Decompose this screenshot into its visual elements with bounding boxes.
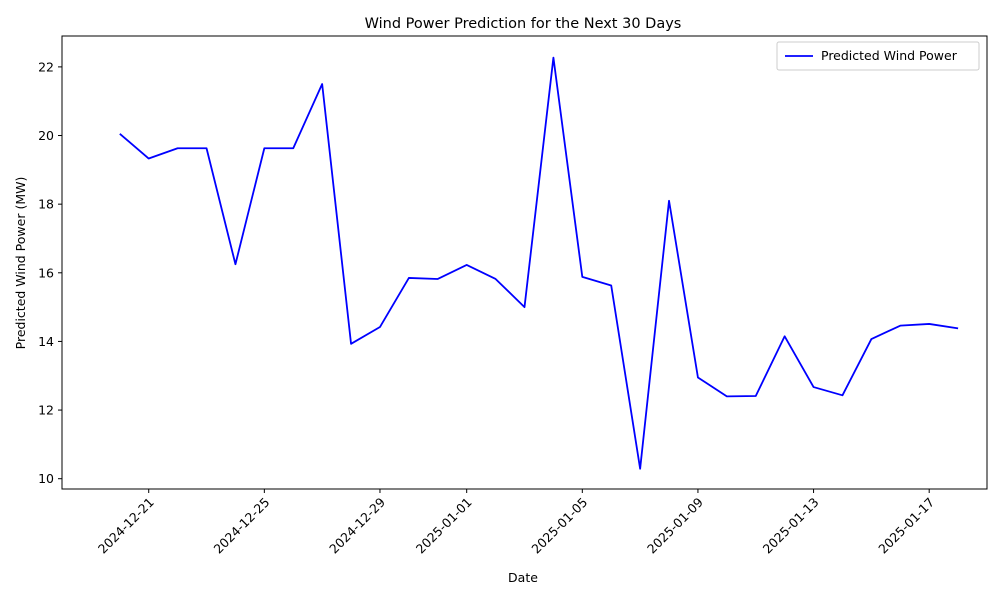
x-tick-label: 2024-12-21 — [95, 495, 157, 557]
series-line-predicted-wind-power — [119, 56, 959, 470]
y-axis-label: Predicted Wind Power (MW) — [13, 177, 28, 350]
y-tick-label: 12 — [38, 403, 54, 418]
data-point — [524, 306, 526, 308]
x-tick-label: 2025-01-01 — [413, 495, 475, 557]
data-point — [379, 326, 381, 328]
data-point — [784, 335, 786, 337]
y-tick-label: 16 — [38, 265, 54, 280]
x-tick-label: 2024-12-29 — [326, 494, 388, 556]
x-tick-label: 2024-12-25 — [210, 495, 272, 557]
y-tick-label: 22 — [38, 59, 54, 74]
data-point — [148, 158, 150, 160]
data-point — [581, 276, 583, 278]
data-point — [177, 147, 179, 149]
data-point — [292, 147, 294, 149]
data-point — [206, 147, 208, 149]
data-point — [495, 278, 497, 280]
x-axis-label: Date — [508, 570, 538, 585]
data-point — [263, 147, 265, 149]
y-axis-ticks: 10 12 14 16 18 20 22 — [38, 59, 62, 486]
data-point — [726, 395, 728, 397]
data-point — [437, 278, 439, 280]
axes-frame — [61, 35, 988, 490]
data-point — [928, 323, 930, 325]
x-tick-label: 2025-01-13 — [760, 495, 822, 557]
x-tick-label: 2025-01-17 — [875, 495, 937, 557]
data-point — [119, 133, 121, 135]
data-point — [668, 200, 670, 202]
y-tick-label: 14 — [38, 334, 54, 349]
data-point — [234, 263, 236, 265]
data-point — [870, 338, 872, 340]
legend-label: Predicted Wind Power — [821, 48, 958, 63]
plot-area — [119, 56, 959, 470]
data-point — [841, 394, 843, 396]
x-tick-label: 2025-01-05 — [528, 495, 590, 557]
data-point — [957, 327, 959, 329]
data-point — [466, 264, 468, 266]
data-point — [408, 277, 410, 279]
data-point — [697, 376, 699, 378]
data-point — [899, 325, 901, 327]
data-point — [321, 83, 323, 85]
x-axis-ticks: 2024-12-21 2024-12-25 2024-12-29 2025-01-01… — [95, 489, 937, 556]
data-point — [610, 284, 612, 286]
data-point — [552, 57, 554, 59]
y-tick-label: 10 — [38, 471, 54, 486]
legend: Predicted Wind Power — [776, 41, 980, 71]
data-point — [350, 343, 352, 345]
data-point — [755, 395, 757, 397]
x-tick-label: 2025-01-09 — [644, 494, 706, 556]
y-tick-label: 18 — [38, 197, 54, 212]
y-tick-label: 20 — [38, 128, 54, 143]
legend-box — [776, 41, 980, 71]
data-point — [813, 386, 815, 388]
chart-title: Wind Power Prediction for the Next 30 Da… — [365, 16, 682, 32]
data-point — [639, 468, 641, 470]
